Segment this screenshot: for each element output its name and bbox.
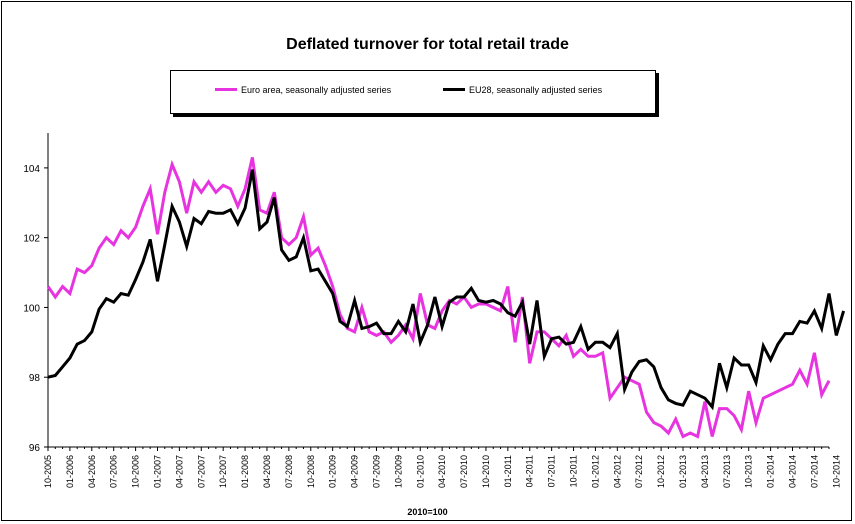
series-line-eu28 — [47, 169, 846, 411]
x-tick-label: 10-2012 — [656, 455, 666, 488]
legend-label-eu28: EU28, seasonally adjusted series — [469, 85, 603, 95]
x-tick-label: 10-2006 — [131, 455, 141, 488]
chart-legend: Euro area, seasonally adjusted series EU… — [170, 70, 656, 114]
legend-label-euro-area: Euro area, seasonally adjusted series — [241, 85, 392, 95]
x-tick-label: 10-2011 — [569, 455, 579, 487]
x-tick-label: 07-2014 — [809, 455, 819, 488]
y-tick-label: 102 — [23, 234, 40, 245]
legend-item-eu28: EU28, seasonally adjusted series — [443, 85, 602, 95]
legend-swatch-eu28 — [443, 88, 465, 92]
x-tick-label: 01-2014 — [766, 455, 776, 488]
x-tick-label: 04-2014 — [788, 455, 798, 488]
legend-item-euro-area: Euro area, seasonally adjusted series — [215, 85, 391, 95]
x-axis-caption: 2010=100 — [407, 507, 448, 517]
legend-swatch-euro-area — [215, 88, 237, 92]
chart-title: Deflated turnover for total retail trade — [286, 36, 569, 53]
x-tick-label: 04-2013 — [700, 455, 710, 488]
x-tick-label: 10-2007 — [218, 455, 228, 488]
series-line-euro-area — [46, 157, 831, 439]
x-tick-label: 04-2010 — [437, 455, 447, 488]
x-tick-label: 07-2011 — [547, 455, 557, 487]
x-tick-label: 07-2008 — [284, 455, 294, 488]
x-tick-label: 01-2008 — [240, 455, 250, 488]
x-tick-label: 04-2011 — [525, 455, 535, 487]
x-tick-label: 04-2012 — [612, 455, 622, 488]
x-tick-label: 10-2014 — [831, 455, 841, 488]
x-tick-label: 04-2008 — [262, 455, 272, 488]
x-tick-label: 01-2009 — [328, 455, 338, 488]
x-tick-label: 10-2008 — [306, 455, 316, 488]
x-tick-label: 01-2012 — [590, 455, 600, 488]
x-tick-label: 04-2007 — [174, 455, 184, 488]
y-tick-label: 96 — [29, 443, 41, 454]
x-tick-label: 07-2006 — [109, 455, 119, 488]
x-tick-label: 01-2007 — [152, 455, 162, 488]
x-tick-label: 07-2007 — [196, 455, 206, 488]
x-tick-label: 10-2005 — [43, 455, 53, 488]
x-tick-label: 07-2013 — [722, 455, 732, 488]
x-tick-label: 04-2009 — [350, 455, 360, 488]
y-tick-label: 100 — [23, 303, 40, 314]
x-tick-label: 10-2010 — [481, 455, 491, 488]
x-tick-label: 10-2009 — [393, 455, 403, 488]
x-tick-label: 01-2010 — [415, 455, 425, 488]
x-tick-label: 10-2013 — [744, 455, 754, 488]
x-tick-label: 07-2009 — [371, 455, 381, 488]
y-tick-label: 104 — [23, 164, 40, 175]
x-tick-label: 01-2011 — [503, 455, 513, 487]
x-tick-label: 04-2006 — [87, 455, 97, 488]
x-tick-label: 01-2006 — [65, 455, 75, 488]
y-tick-label: 98 — [29, 373, 41, 384]
x-tick-label: 07-2012 — [634, 455, 644, 488]
x-tick-label: 07-2010 — [459, 455, 469, 488]
x-tick-label: 01-2013 — [678, 455, 688, 488]
